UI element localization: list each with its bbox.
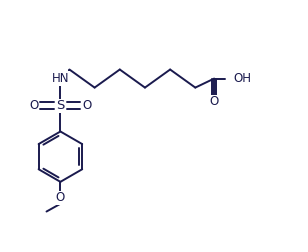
- Text: O: O: [29, 99, 38, 112]
- Text: HN: HN: [52, 72, 69, 85]
- Text: S: S: [56, 99, 65, 112]
- Text: OH: OH: [233, 72, 252, 85]
- Text: O: O: [82, 99, 91, 112]
- Text: O: O: [209, 95, 219, 108]
- Text: O: O: [56, 192, 65, 204]
